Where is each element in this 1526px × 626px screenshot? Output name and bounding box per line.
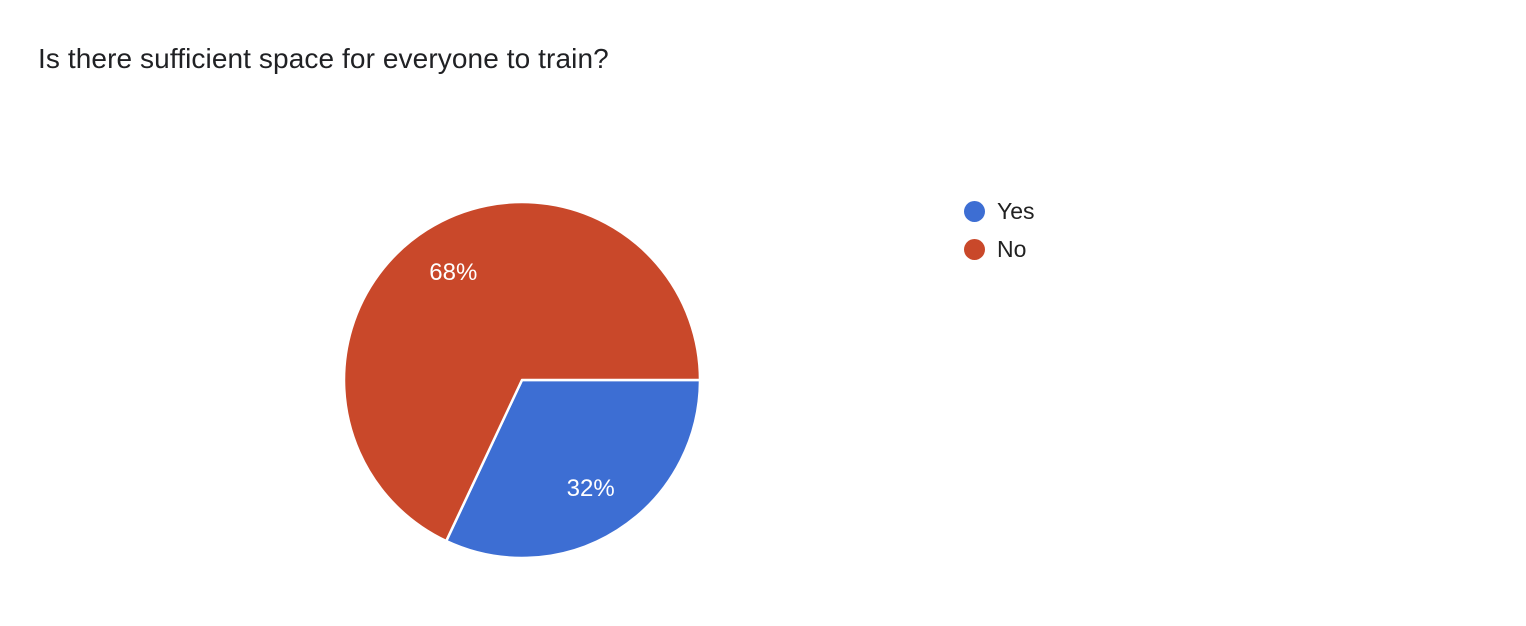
legend-label-no: No (997, 236, 1027, 262)
pie-chart: 32% 68% (342, 200, 702, 560)
pie-chart-svg: 32% 68% (342, 200, 702, 560)
legend-dot-no-icon (964, 238, 985, 260)
legend-dot-yes-icon (964, 200, 985, 222)
legend-label-yes: Yes (997, 198, 1035, 224)
legend: Yes No (964, 200, 1035, 276)
pie-slice-label-yes: 32% (567, 475, 615, 502)
pie-slice-no[interactable] (342, 200, 702, 543)
pie-slice-label-no: 68% (429, 259, 477, 286)
pie-slice-yes[interactable] (444, 378, 702, 560)
question-title: Is there sufficient space for everyone t… (38, 43, 609, 74)
legend-item-yes: Yes (964, 198, 1035, 224)
legend-item-no: No (964, 236, 1035, 262)
